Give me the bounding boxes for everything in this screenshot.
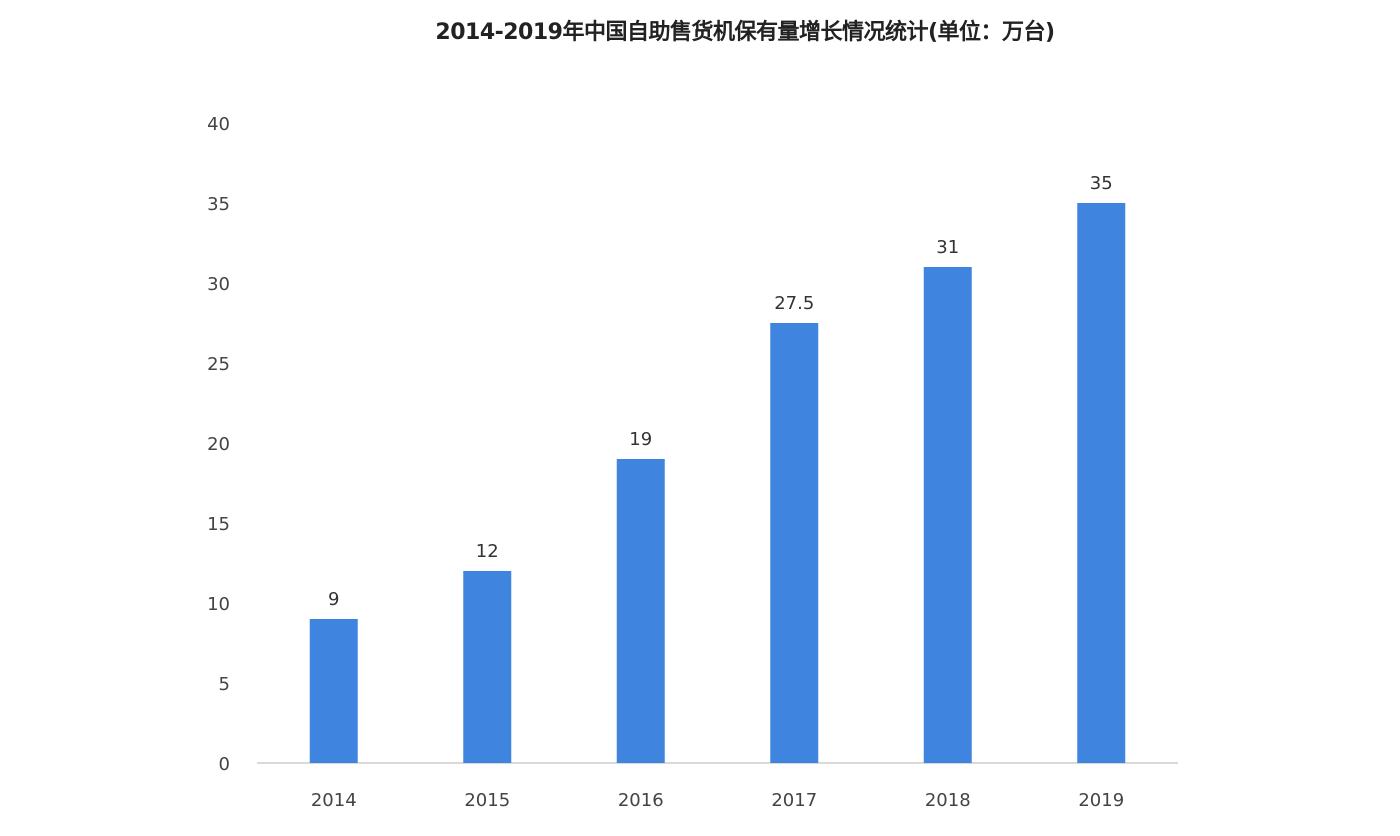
bar-2015 <box>463 571 512 763</box>
data-label: 35 <box>1090 173 1113 194</box>
chart-title: 2014-2019年中国自助售货机保有量增长情况统计(单位：万台) <box>435 20 1055 45</box>
data-label: 12 <box>476 541 499 562</box>
bar-2019 <box>1077 203 1126 763</box>
data-label: 19 <box>629 429 652 450</box>
y-tick-label: 35 <box>207 194 230 215</box>
y-tick-label: 10 <box>207 594 230 615</box>
x-tick-label: 2019 <box>1078 790 1124 811</box>
y-tick-label: 40 <box>207 114 230 135</box>
x-tick-label: 2017 <box>771 790 817 811</box>
data-label: 31 <box>936 237 959 258</box>
x-tick-label: 2016 <box>618 790 664 811</box>
x-tick-label: 2014 <box>311 790 357 811</box>
bar-2018 <box>923 267 972 763</box>
y-tick-label: 30 <box>207 274 230 295</box>
x-tick-label: 2018 <box>925 790 971 811</box>
y-tick-label: 25 <box>207 354 230 375</box>
y-tick-label: 0 <box>219 754 230 775</box>
x-tick-label: 2015 <box>464 790 510 811</box>
data-label: 27.5 <box>774 293 814 314</box>
bar-2017 <box>770 323 819 763</box>
bar-2014 <box>309 619 358 763</box>
y-tick-label: 20 <box>207 434 230 455</box>
bar-2016 <box>616 459 665 763</box>
y-tick-label: 15 <box>207 514 230 535</box>
data-label: 9 <box>328 589 339 610</box>
y-tick-label: 5 <box>219 674 230 695</box>
